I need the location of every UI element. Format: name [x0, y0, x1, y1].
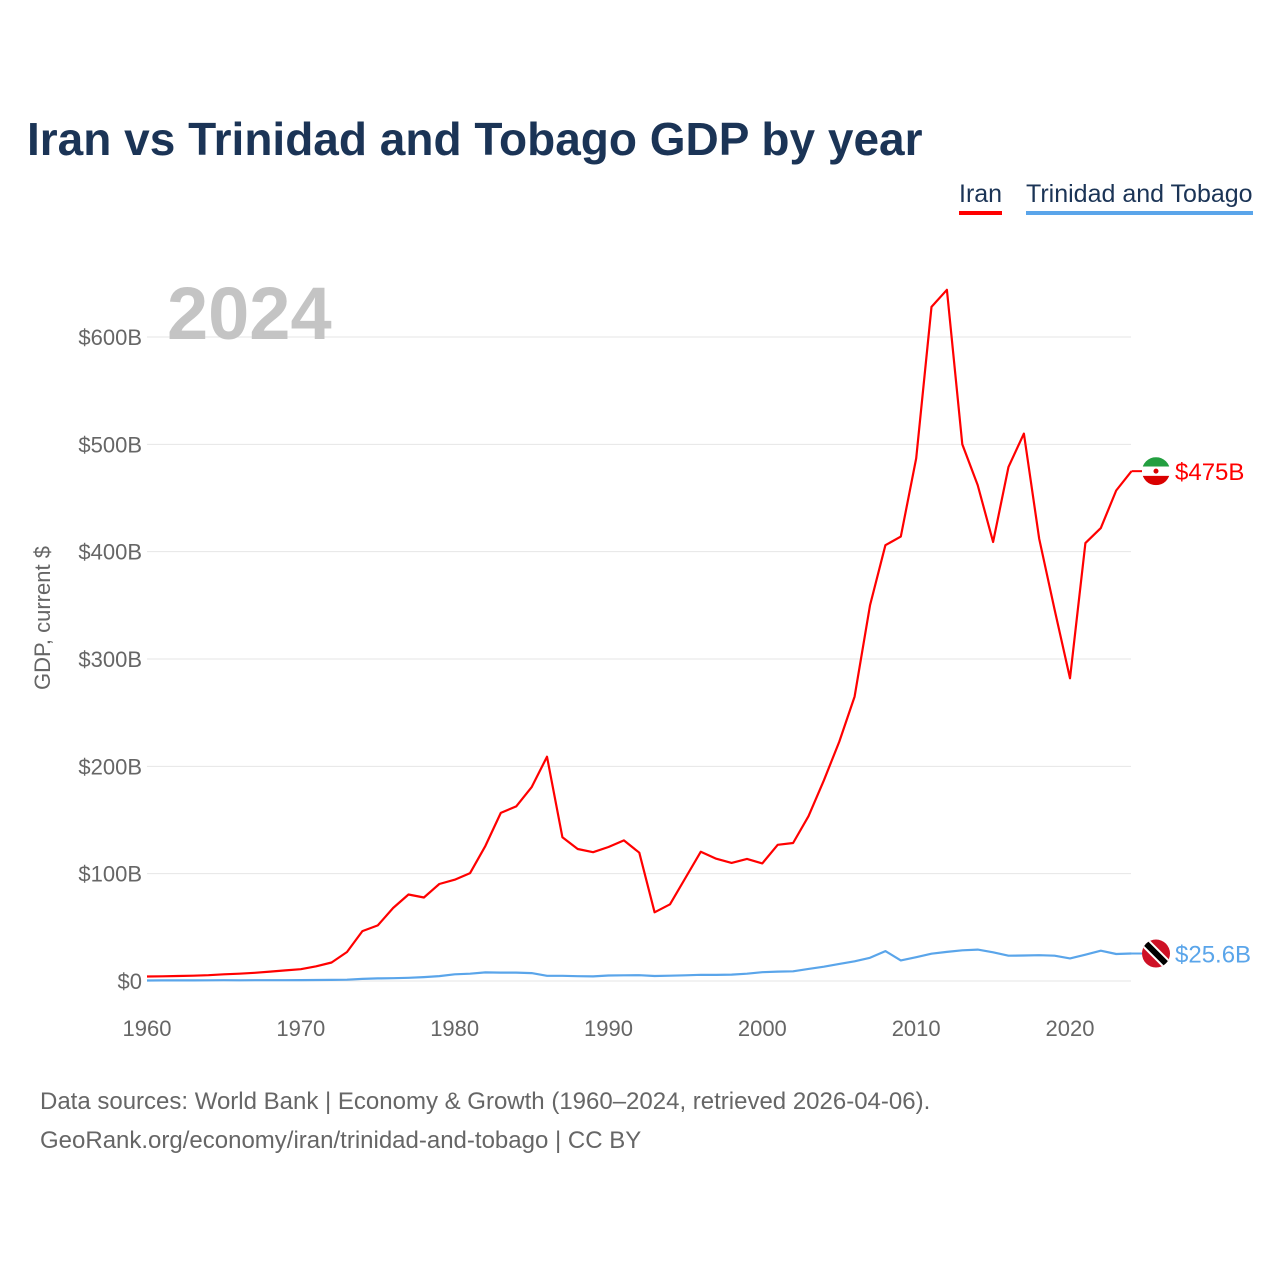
year-watermark: 2024	[167, 272, 332, 355]
x-tick-label: 1990	[584, 1016, 633, 1041]
y-tick-label: $200B	[78, 754, 142, 779]
x-tick-label: 2000	[738, 1016, 787, 1041]
gridlines	[147, 336, 1131, 982]
source-line-1: Data sources: World Bank | Economy & Gro…	[40, 1088, 931, 1115]
x-tick-label: 1980	[430, 1016, 479, 1041]
end-value-label: $25.6B	[1175, 942, 1251, 969]
x-tick-label: 1970	[276, 1016, 325, 1041]
trinidad-flag-icon	[1142, 939, 1170, 968]
x-axis-ticks: 1960 1970 1980 1990 2000 2010 2020	[123, 1016, 1095, 1041]
y-tick-label: $600B	[78, 325, 142, 350]
series-line-trinidad-and-tobago[interactable]	[146, 948, 1132, 982]
chart-title: Iran vs Trinidad and Tobago GDP by year	[27, 113, 923, 165]
source-line-2[interactable]: GeoRank.org/economy/iran/trinidad-and-to…	[40, 1127, 642, 1154]
y-tick-label: $300B	[78, 647, 142, 672]
y-axis-ticks: $0 $100B $200B $300B $400B $500B $600B	[78, 325, 142, 994]
series-line-iran[interactable]	[146, 288, 1133, 978]
y-tick-label: $400B	[78, 540, 142, 565]
y-tick-label: $100B	[78, 862, 142, 887]
x-tick-label: 1960	[123, 1016, 172, 1041]
end-value-label: $475B	[1175, 459, 1244, 486]
legend-iran[interactable]: Iran	[959, 180, 1003, 215]
x-tick-label: 2010	[892, 1016, 941, 1041]
series-end-markers: $475B $25.6B	[1131, 457, 1251, 969]
x-tick-label: 2020	[1046, 1016, 1095, 1041]
iran-flag-icon	[1142, 457, 1170, 486]
y-tick-label: $500B	[78, 432, 142, 457]
series-lines	[146, 288, 1133, 982]
source-note: Data sources: World Bank | Economy & Gro…	[40, 1082, 930, 1160]
y-axis-label: GDP, current $	[30, 546, 55, 690]
y-tick-label: $0	[118, 969, 142, 994]
legend-trinidad-and-tobago[interactable]: Trinidad and Tobago	[1026, 180, 1253, 215]
